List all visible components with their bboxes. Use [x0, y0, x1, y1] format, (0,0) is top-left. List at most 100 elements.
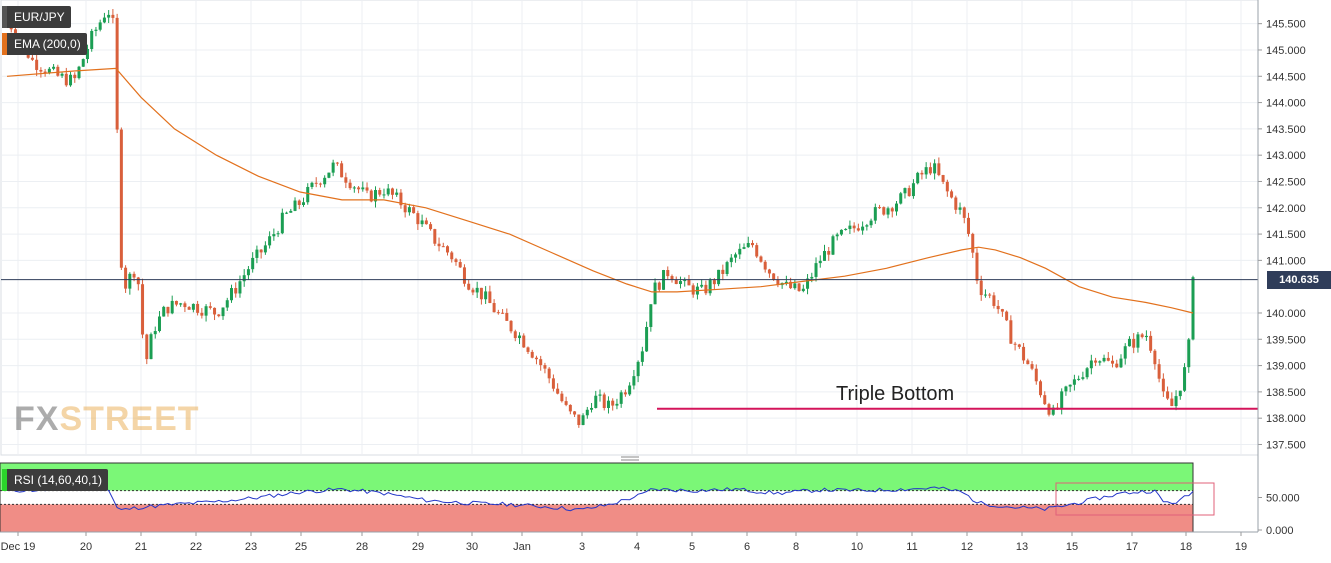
candle-body: [386, 188, 390, 195]
symbol-legend[interactable]: EUR/JPY: [2, 6, 71, 28]
price-tick-label: 145.000: [1266, 45, 1306, 57]
candle-body: [81, 59, 85, 67]
candle-body: [666, 270, 670, 277]
candle-body: [357, 187, 361, 190]
candle-body: [742, 247, 746, 249]
rsi-legend[interactable]: RSI (14,60,40,1): [2, 469, 109, 491]
time-tick-label: 25: [295, 541, 307, 553]
candle-body: [717, 269, 721, 285]
candle-body: [1030, 364, 1034, 369]
candle-body: [534, 357, 538, 360]
time-tick-label: 28: [356, 541, 368, 553]
panel-resize-handle[interactable]: [621, 456, 639, 461]
rsi-label: RSI (14,60,40,1): [14, 473, 103, 487]
candle-body: [251, 257, 255, 270]
candle-body: [1153, 350, 1157, 365]
candle-body: [844, 228, 848, 230]
candle-body: [119, 129, 123, 268]
candles: [5, 9, 1195, 428]
candle-body: [861, 226, 865, 231]
candle-body: [979, 280, 983, 296]
candle-body: [462, 267, 466, 284]
rsi-axis: 50.000 0.000: [1258, 493, 1300, 537]
candle-body: [501, 312, 505, 314]
candle-body: [636, 361, 640, 377]
candle-body: [924, 167, 928, 175]
candle-body: [149, 334, 153, 360]
candle-body: [1140, 334, 1144, 338]
candle-body: [759, 256, 763, 262]
candle-body: [755, 245, 759, 257]
rsi-highlight-box: [1055, 482, 1215, 516]
candle-body: [246, 269, 250, 276]
candle-body: [522, 335, 526, 348]
candle-body: [259, 249, 263, 253]
candle-body: [496, 312, 500, 314]
candle-body: [793, 283, 797, 289]
candle-body: [352, 187, 356, 189]
candle-body: [971, 233, 975, 253]
candle-body: [200, 312, 204, 316]
candle-body: [297, 200, 301, 205]
candle-body: [869, 220, 873, 226]
candle-body: [429, 224, 433, 230]
candle-body: [344, 177, 348, 183]
candle-body: [204, 306, 208, 316]
candle-body: [94, 29, 98, 31]
ema-swatch: [2, 33, 7, 55]
candle-body: [107, 14, 111, 18]
candle-body: [873, 207, 877, 221]
candle-body: [1136, 334, 1140, 348]
candle-body: [441, 246, 445, 248]
candle-body: [670, 276, 674, 280]
price-tick-label: 139.000: [1266, 361, 1306, 373]
time-tick-label: 18: [1180, 541, 1192, 553]
candle-body: [967, 217, 971, 234]
candle-body: [729, 257, 733, 263]
candle-body: [1157, 364, 1161, 379]
time-tick-label: 21: [135, 541, 147, 553]
candle-body: [822, 251, 826, 261]
time-tick-label: 20: [80, 541, 92, 553]
last-price-value: 140.635: [1279, 273, 1319, 286]
candle-body: [903, 188, 907, 194]
candle-body: [1072, 379, 1076, 385]
candle-body: [69, 74, 73, 86]
time-tick-label: 12: [961, 541, 973, 553]
candle-body: [797, 283, 801, 292]
time-tick-label: 29: [412, 541, 424, 553]
candle-body: [263, 245, 267, 253]
candle-body: [64, 73, 68, 86]
candle-body: [1068, 384, 1072, 387]
candle-body: [285, 212, 289, 214]
candle-body: [1144, 335, 1148, 338]
candle-body: [433, 229, 437, 244]
candle-body: [132, 273, 136, 278]
candle-body: [547, 368, 551, 379]
candle-body: [767, 269, 771, 274]
candle-body: [598, 394, 602, 396]
candle-body: [399, 192, 403, 206]
candle-body: [454, 259, 458, 263]
candle-body: [1081, 377, 1085, 379]
candle-body: [1085, 368, 1089, 378]
candle-body: [446, 246, 450, 253]
candle-body: [954, 197, 958, 210]
time-tick-label: Dec 19: [1, 541, 36, 553]
candle-body: [1115, 363, 1119, 368]
candle-body: [835, 234, 839, 237]
candle-body: [276, 233, 280, 235]
candle-body: [818, 260, 822, 264]
main-grid: [0, 0, 1259, 456]
ema-legend[interactable]: EMA (200,0): [2, 33, 87, 55]
rsi-tick-label: 50.000: [1266, 493, 1300, 505]
candle-body: [39, 69, 43, 72]
fxstreet-watermark: FXSTREET: [14, 400, 200, 439]
candle-body: [611, 400, 615, 406]
candle-body: [73, 74, 77, 79]
candle-body: [153, 331, 157, 335]
candle-body: [619, 392, 623, 404]
candle-body: [484, 291, 488, 300]
candle-body: [615, 403, 619, 406]
